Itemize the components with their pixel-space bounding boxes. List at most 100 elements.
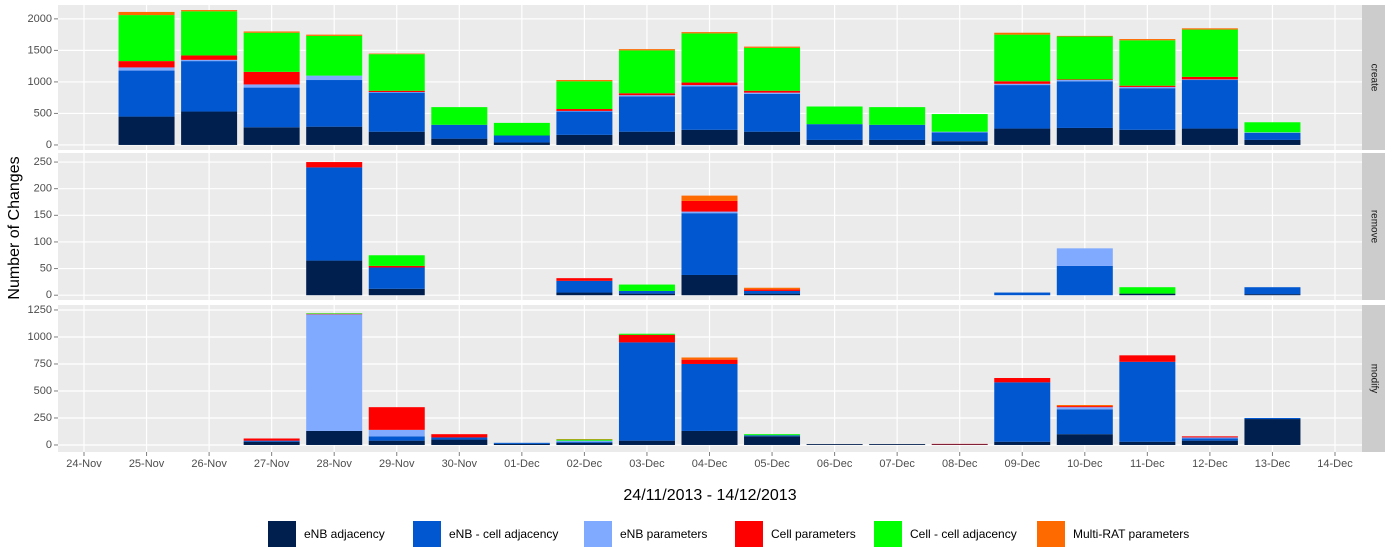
- bar-segment: [1244, 294, 1301, 296]
- bar-segment: [744, 290, 801, 294]
- bar-segment: [1244, 417, 1301, 420]
- bar-segment: [368, 131, 425, 145]
- bar-segment: [556, 280, 613, 293]
- bar-segment: [994, 32, 1051, 35]
- bar-segment: [556, 439, 613, 440]
- bar-segment: [181, 11, 238, 56]
- bar-segment: [493, 443, 550, 445]
- y-tick-label: 500: [34, 385, 52, 397]
- bar-segment: [618, 440, 675, 445]
- legend-key: [268, 521, 296, 547]
- bar-segment: [681, 85, 738, 87]
- y-tick-label: 1000: [28, 76, 52, 88]
- bar-segment: [744, 436, 801, 445]
- bar-segment: [243, 31, 300, 33]
- bar-segment: [681, 363, 738, 431]
- bar-segment: [118, 15, 175, 62]
- bar-segment: [744, 46, 801, 48]
- bar-segment: [1181, 28, 1238, 30]
- legend-key: [874, 521, 902, 547]
- bar-segment: [869, 139, 926, 145]
- bar-segment: [681, 33, 738, 83]
- bar-segment: [744, 289, 801, 291]
- y-tick-label: 0: [46, 289, 52, 301]
- bar-segment: [931, 132, 988, 142]
- bar-segment: [431, 138, 488, 145]
- bar-segment: [368, 265, 425, 268]
- bar-segment: [618, 93, 675, 96]
- x-axis-label: 24/11/2013 - 14/12/2013: [623, 487, 796, 504]
- bar-segment: [118, 11, 175, 16]
- bar-segment: [994, 292, 1051, 296]
- bar-segment: [431, 107, 488, 125]
- x-tick-label: 09-Dec: [1005, 458, 1041, 470]
- bar-segment: [1181, 436, 1238, 438]
- x-tick-label: 04-Dec: [692, 458, 728, 470]
- x-tick-label: 10-Dec: [1067, 458, 1103, 470]
- y-tick-label: 0: [46, 439, 52, 451]
- bar-segment: [368, 54, 425, 91]
- bar-segment: [994, 83, 1051, 86]
- bar-segment: [1056, 409, 1113, 435]
- bar-segment: [1244, 122, 1301, 133]
- bar-segment: [1056, 35, 1113, 37]
- x-tick-label: 13-Dec: [1255, 458, 1291, 470]
- bar-segment: [1119, 129, 1176, 145]
- bar-segment: [368, 288, 425, 296]
- bar-segment: [681, 82, 738, 86]
- bar-segment: [1119, 361, 1176, 442]
- bar-segment: [556, 278, 613, 281]
- bar-segment: [1056, 127, 1113, 145]
- bar-segment: [1181, 79, 1238, 81]
- bar-segment: [806, 444, 863, 445]
- bar-segment: [681, 129, 738, 145]
- legend-label: eNB - cell adjacency: [449, 527, 558, 541]
- bar-segment: [806, 106, 863, 125]
- legend-label: Cell parameters: [771, 527, 856, 541]
- bar-segment: [368, 90, 425, 92]
- bar-segment: [994, 128, 1051, 145]
- x-tick-label: 03-Dec: [629, 458, 665, 470]
- bar-segment: [744, 434, 801, 436]
- x-tick-label: 24-Nov: [66, 458, 102, 470]
- bar-segment: [744, 293, 801, 296]
- bar-segment: [556, 80, 613, 82]
- bar-segment: [681, 86, 738, 130]
- bar-segment: [368, 429, 425, 437]
- y-tick-label: 1250: [28, 304, 52, 316]
- x-tick-label: 29-Nov: [379, 458, 415, 470]
- bar-segment: [556, 441, 613, 443]
- bar-segment: [931, 131, 988, 133]
- bar-segment: [306, 260, 363, 296]
- bar-segment: [1119, 40, 1176, 86]
- bar-segment: [243, 84, 300, 88]
- bar-segment: [493, 122, 550, 136]
- facet-strip: [1362, 305, 1385, 452]
- x-tick-label: 12-Dec: [1192, 458, 1228, 470]
- y-tick-label: 250: [34, 412, 52, 424]
- bar-segment: [1056, 248, 1113, 266]
- bar-segment: [744, 93, 801, 132]
- y-tick-label: 2000: [28, 13, 52, 25]
- bar-segment: [243, 32, 300, 72]
- bar-segment: [681, 195, 738, 201]
- bar-segment: [431, 124, 488, 139]
- bar-segment: [306, 313, 363, 315]
- bar-segment: [618, 284, 675, 291]
- bar-segment: [243, 87, 300, 128]
- legend-key: [584, 521, 612, 547]
- bar-segment: [869, 444, 926, 445]
- bar-segment: [1056, 405, 1113, 407]
- bar-segment: [493, 142, 550, 145]
- y-tick-label: 500: [34, 107, 52, 119]
- bar-segment: [1119, 441, 1176, 445]
- bar-segment: [306, 126, 363, 145]
- bar-segment: [744, 92, 801, 94]
- y-tick-label: 750: [34, 358, 52, 370]
- bar-segment: [1119, 355, 1176, 362]
- facet-strip: [1362, 153, 1385, 300]
- bar-segment: [306, 34, 363, 36]
- bar-segment: [1119, 85, 1176, 87]
- bar-segment: [1056, 79, 1113, 81]
- bar-segment: [1119, 287, 1176, 294]
